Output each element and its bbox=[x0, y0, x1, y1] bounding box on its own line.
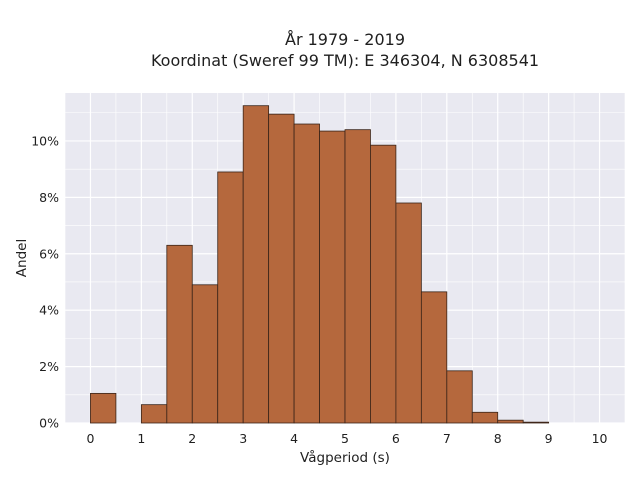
histogram-bar bbox=[166, 244, 193, 424]
x-tick-label: 6 bbox=[392, 431, 400, 446]
histogram-bar bbox=[471, 411, 499, 424]
histogram-bar bbox=[90, 392, 117, 424]
histogram-bar bbox=[395, 202, 422, 424]
histogram-bar bbox=[140, 404, 168, 424]
x-tick-label: 9 bbox=[545, 431, 553, 446]
histogram-bar bbox=[268, 113, 295, 424]
x-tick-label: 2 bbox=[188, 431, 196, 446]
x-tick-label: 7 bbox=[443, 431, 451, 446]
histogram-bar bbox=[446, 370, 473, 424]
y-axis-label: Andel bbox=[14, 239, 30, 277]
histogram-bar bbox=[293, 123, 320, 424]
histogram-bar bbox=[344, 129, 371, 424]
y-axis-ticks: 0% 2% 4% 6% 8% 10% bbox=[31, 133, 59, 430]
histogram-bar bbox=[191, 284, 219, 424]
x-tick-label: 0 bbox=[86, 431, 94, 446]
histogram-bar bbox=[242, 105, 270, 424]
bars bbox=[90, 105, 550, 424]
x-axis-ticks: 0 1 2 3 4 5 6 7 8 9 10 bbox=[86, 431, 607, 446]
chart-title-line-2: Koordinat (Sweref 99 TM): E 346304, N 63… bbox=[151, 51, 539, 70]
y-tick-label: 2% bbox=[39, 359, 59, 374]
histogram-bar bbox=[370, 144, 397, 424]
y-tick-label: 6% bbox=[39, 246, 59, 261]
histogram-bar bbox=[522, 421, 550, 424]
x-axis-label: Vågperiod (s) bbox=[300, 449, 390, 466]
x-tick-label: 3 bbox=[239, 431, 247, 446]
histogram-bar bbox=[497, 419, 524, 424]
x-tick-label: 4 bbox=[290, 431, 298, 446]
histogram-bar bbox=[420, 291, 448, 424]
x-tick-label: 10 bbox=[592, 431, 608, 446]
y-tick-label: 4% bbox=[39, 303, 59, 318]
y-tick-label: 8% bbox=[39, 190, 59, 205]
y-tick-label: 0% bbox=[39, 416, 59, 431]
histogram-bar bbox=[217, 171, 244, 424]
x-tick-label: 5 bbox=[341, 431, 349, 446]
histogram-bar bbox=[319, 130, 346, 424]
x-tick-label: 1 bbox=[137, 431, 145, 446]
chart-title-line-1: År 1979 - 2019 bbox=[285, 30, 405, 49]
y-tick-label: 10% bbox=[31, 133, 59, 148]
x-tick-label: 8 bbox=[494, 431, 502, 446]
